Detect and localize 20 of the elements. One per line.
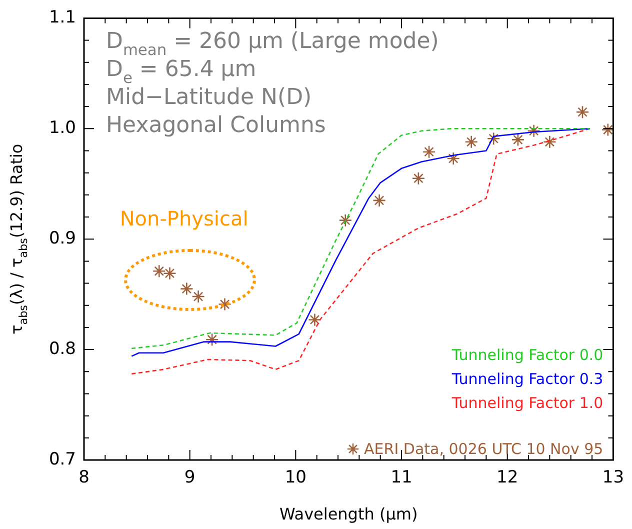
text: Tunneling Factor 0.0 <box>450 346 604 364</box>
x-axis-title: Wavelength (μm) <box>279 504 418 524</box>
x-tick-label: 8 <box>78 468 90 488</box>
x-tick-label: 11 <box>390 468 412 488</box>
x-tick-label: 10 <box>284 468 306 488</box>
y-tick-label: 0.9 <box>48 228 76 249</box>
y-tick-label: 0.8 <box>48 338 76 359</box>
text: Tunneling Factor 1.0 <box>450 394 604 412</box>
y-axis-title: τabs(λ) / τabs(12.9) Ratio <box>7 144 30 334</box>
annotation: Mid−Latitude N(D) <box>106 85 312 110</box>
text: Tunneling Factor 0.3 <box>450 370 604 388</box>
x-tick-label: 12 <box>496 468 518 488</box>
text: AERI Data, 0026 UTC 10 Nov 95 <box>364 440 604 458</box>
y-tick-label: 1.1 <box>48 8 76 28</box>
x-tick-label: 9 <box>184 468 196 488</box>
annotation: Hexagonal Columns <box>106 113 326 138</box>
y-tick-label: 0.7 <box>48 449 76 470</box>
y-tick-label: 1.0 <box>48 118 76 138</box>
annotation: Non-Physical <box>120 206 248 230</box>
x-tick-label: 13 <box>602 468 624 488</box>
